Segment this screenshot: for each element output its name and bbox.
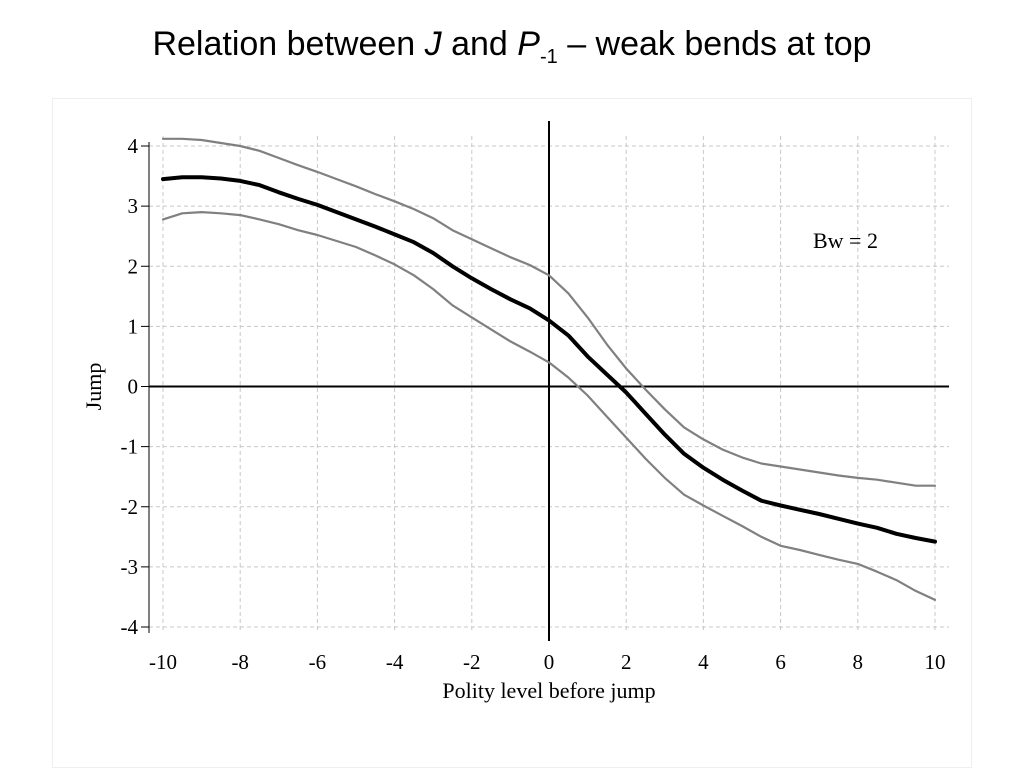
x-tick-label: -4 [386,650,404,674]
x-tick-label: -2 [463,650,481,674]
labels: Polity level before jump Jump Bw = 2 [81,228,878,703]
x-tick-label: 8 [853,650,864,674]
title-text-1: Relation between [152,25,425,63]
title-var-p: P [517,25,540,63]
series [161,137,937,601]
x-axis-title: Polity level before jump [442,678,655,703]
y-tick-label: 0 [128,375,139,399]
y-tick-label: -1 [121,435,139,459]
slide-title: Relation between J and P-1 – weak bends … [0,22,1024,79]
x-tick-label: 4 [698,650,709,674]
lower-bound-line [161,211,937,601]
y-tick-label: -4 [121,615,139,639]
title-text-2: and [441,25,518,63]
x-tick-label: 6 [775,650,786,674]
y-tick-label: -2 [121,495,139,519]
title-var-j: J [424,25,442,63]
x-tick-label: -10 [149,650,177,674]
title-subscript: -1 [539,46,558,68]
x-tick-label: -6 [309,650,327,674]
x-tick-label: 2 [621,650,632,674]
y-tick-label: 1 [128,314,139,338]
y-tick-label: 2 [128,254,139,278]
title-text-3: – weak bends at top [557,25,872,63]
y-axis-title: Jump [81,363,106,411]
estimate-line [161,175,937,544]
y-tick-label: 4 [128,134,139,158]
bandwidth-annotation: Bw = 2 [813,228,878,253]
y-tick-label: -3 [121,555,139,579]
y-tick-label: 3 [128,194,139,218]
x-tick-label: 0 [544,650,555,674]
chart-panel: 4 3 2 1 0 -1 -2 -3 -4 -10 -8 -6 -4 -2 0 2 4 6 8 10 Polity l… [52,98,972,768]
upper-bound-line [161,137,937,487]
x-tick-label: 10 [925,650,946,674]
x-tick-label: -8 [231,650,249,674]
